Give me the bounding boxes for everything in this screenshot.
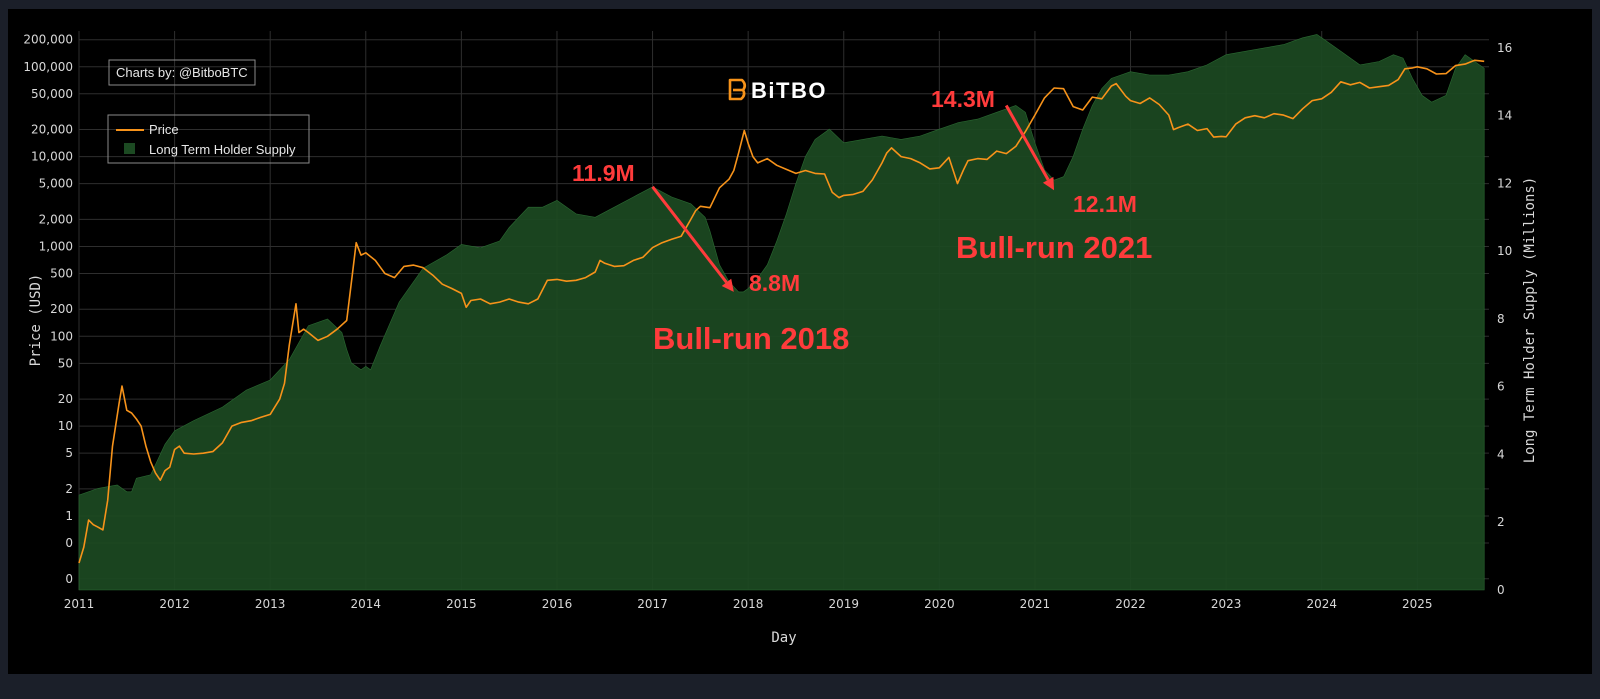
arrow-2018-head xyxy=(721,278,734,292)
annotation-12-1m: 12.1M xyxy=(1073,191,1137,217)
right-axis-title: Long Term Holder Supply (Millions) xyxy=(1522,177,1538,464)
left-tick-label: 0 xyxy=(65,572,73,586)
ltf-area-layer xyxy=(78,34,1485,591)
left-tick-label: 10,000 xyxy=(31,150,73,164)
right-tick-label: 2 xyxy=(1497,515,1505,529)
annotation-bull-run-2021: Bull-run 2021 xyxy=(956,230,1152,265)
right-axis-ticks: 0 2 4 6 8 10 12 14 16 xyxy=(1497,41,1512,597)
x-tick-label: 2013 xyxy=(255,597,286,611)
x-tick-label: 2020 xyxy=(924,597,955,611)
right-tick-label: 16 xyxy=(1497,41,1512,55)
right-tick-label: 12 xyxy=(1497,176,1512,190)
x-tick-label: 2017 xyxy=(637,597,668,611)
left-axis-ticks: 200,000 100,000 50,000 20,000 10,000 5,000 2,0… xyxy=(23,33,73,586)
left-tick-label: 200,000 xyxy=(23,33,73,47)
left-tick-label: 5 xyxy=(65,446,73,460)
left-tick-label: 500 xyxy=(50,266,73,280)
x-tick-label: 2014 xyxy=(351,597,382,611)
legend-ltf-swatch xyxy=(124,143,135,154)
annotation-11-9m: 11.9M xyxy=(572,160,635,186)
left-tick-label: 20 xyxy=(58,392,73,406)
annotation-8-8m: 8.8M xyxy=(749,270,800,296)
x-tick-label: 2022 xyxy=(1115,597,1146,611)
arrow-2018 xyxy=(651,185,728,284)
x-axis-ticks: 2011 2012 2013 2014 2015 2016 2017 2018 2019 2020… xyxy=(64,597,1433,611)
x-tick-label: 2024 xyxy=(1306,597,1337,611)
x-tick-label: 2021 xyxy=(1020,597,1051,611)
bitbo-logo-text: BiTBO xyxy=(751,78,827,103)
bitbo-logo-icon xyxy=(728,78,747,101)
credit-box: Charts by: @BitboBTC xyxy=(108,59,256,86)
arrow-2021-head xyxy=(1042,176,1055,191)
right-tick-label: 10 xyxy=(1497,244,1512,258)
right-tick-label: 4 xyxy=(1497,447,1505,461)
annotation-14-3m: 14.3M xyxy=(931,86,995,112)
bitbo-logo: BiTBO xyxy=(728,78,827,103)
left-tick-label: 1,000 xyxy=(39,239,73,253)
x-tick-label: 2016 xyxy=(542,597,573,611)
chart-canvas: 200,000 100,000 50,000 20,000 10,000 5,000 2,0… xyxy=(8,9,1592,674)
price-line-layer xyxy=(78,59,1485,564)
x-tick-label: 2023 xyxy=(1211,597,1242,611)
x-tick-label: 2025 xyxy=(1402,597,1433,611)
left-tick-label: 200 xyxy=(50,302,73,316)
left-tick-label: 2,000 xyxy=(39,212,73,226)
right-tick-label: 8 xyxy=(1497,312,1505,326)
right-tick-label: 14 xyxy=(1497,109,1512,123)
x-axis-title: Day xyxy=(771,630,796,646)
x-tick-label: 2018 xyxy=(733,597,764,611)
price-line xyxy=(78,59,1485,564)
x-tick-label: 2019 xyxy=(828,597,859,611)
left-tick-label: 1 xyxy=(65,509,73,523)
x-tick-label: 2012 xyxy=(159,597,190,611)
right-tick-label: 6 xyxy=(1497,380,1505,394)
credit-text: Charts by: @BitboBTC xyxy=(116,65,248,80)
annotation-bull-run-2018: Bull-run 2018 xyxy=(653,321,849,356)
legend-ltf-label: Long Term Holder Supply xyxy=(149,142,296,157)
arrow-2021 xyxy=(1004,104,1050,181)
x-tick-label: 2011 xyxy=(64,597,95,611)
right-tick-label: 0 xyxy=(1497,583,1505,597)
left-axis-title: Price (USD) xyxy=(28,274,44,367)
left-tick-label: 20,000 xyxy=(31,123,73,137)
left-tick-label: 0 xyxy=(65,536,73,550)
left-tick-label: 5,000 xyxy=(39,177,73,191)
left-tick-label: 2 xyxy=(65,482,73,496)
left-tick-label: 100 xyxy=(50,329,73,343)
left-tick-label: 10 xyxy=(58,419,73,433)
x-tick-label: 2015 xyxy=(446,597,477,611)
annotations: 11.9M 8.8M Bull-run 2018 14.3M 12.1M Bul… xyxy=(572,86,1152,356)
left-tick-label: 100,000 xyxy=(23,60,73,74)
legend-price-label: Price xyxy=(149,122,179,137)
left-tick-label: 50 xyxy=(58,356,73,370)
ltf-area xyxy=(78,34,1485,591)
left-tick-label: 50,000 xyxy=(31,87,73,101)
legend: Price Long Term Holder Supply xyxy=(107,114,310,164)
